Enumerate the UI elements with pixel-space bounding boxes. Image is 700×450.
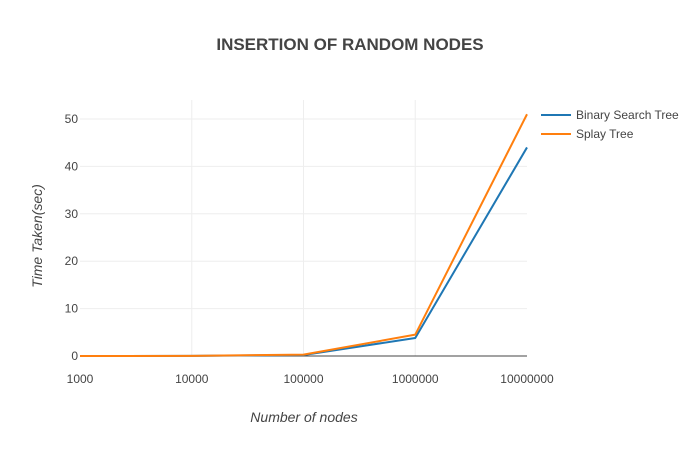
legend-label: Binary Search Tree (576, 108, 679, 122)
grid-layer (80, 100, 527, 357)
x-tick-label: 10000000 (500, 372, 554, 386)
y-tick-label: 30 (65, 207, 79, 221)
legend-item-binary-search-tree[interactable]: Binary Search Tree (541, 108, 679, 122)
legend[interactable]: Binary Search Tree Splay Tree (541, 108, 679, 141)
y-tick-label: 0 (71, 349, 78, 363)
y-axis-title: Time Taken(sec) (29, 184, 45, 288)
series-layer (79, 113, 528, 357)
legend-label: Splay Tree (576, 127, 634, 141)
y-tick-label: 40 (65, 159, 79, 173)
x-tick-label: 10000 (175, 372, 209, 386)
x-tick-label: 100000 (283, 372, 323, 386)
y-tick-label: 10 (65, 302, 79, 316)
x-tick-label: 1000000 (392, 372, 439, 386)
tick-layer: 1000 10000 100000 1000000 10000000 0 10 20 30 40 5… (65, 112, 554, 386)
y-tick-label: 20 (65, 254, 79, 268)
x-tick-label: 1000 (67, 372, 94, 386)
y-tick-label: 50 (65, 112, 79, 126)
chart-title: INSERTION OF RANDOM NODES (216, 35, 483, 54)
series-line-splay-tree (79, 113, 528, 357)
x-axis-title: Number of nodes (250, 409, 357, 425)
legend-item-splay-tree[interactable]: Splay Tree (541, 127, 634, 141)
